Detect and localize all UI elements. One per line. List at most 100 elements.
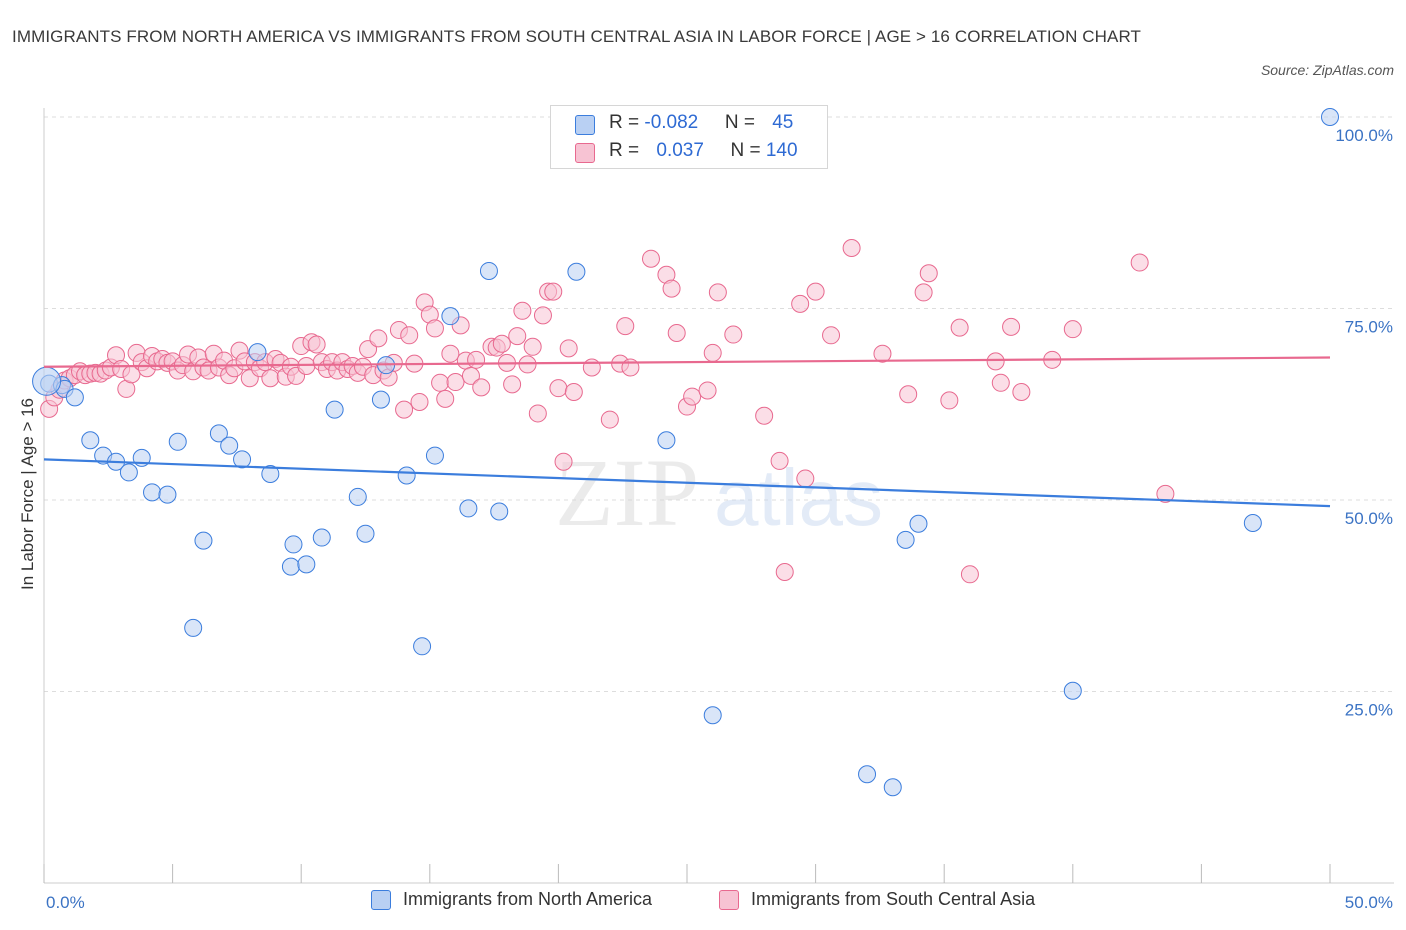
data-point [708,283,727,302]
data-point [858,765,877,784]
data-point [1130,253,1149,272]
data-point [523,337,542,356]
data-point [143,483,162,502]
data-point [991,373,1010,392]
data-point [248,343,267,362]
data-point [559,339,578,358]
data-point [567,262,586,281]
data-point [503,375,522,394]
data-point [490,502,509,521]
data-point [909,514,928,533]
data-point [657,431,676,450]
data-point [441,344,460,363]
data-point [233,450,252,469]
data-point [194,531,213,550]
data-point [549,379,568,398]
data-point [822,326,841,345]
data-point [616,317,635,336]
data-point [986,352,1005,371]
trend-lines [43,356,1331,508]
data-point [119,463,138,482]
data-point [600,410,619,429]
legend-n-value: 140 [765,140,798,161]
data-point [168,432,187,451]
data-point-cluster [32,366,62,396]
legend-n-label: N = [730,140,766,161]
data-point [919,264,938,283]
data-point [459,499,478,518]
data-point [65,388,84,407]
data-point [220,436,239,455]
data-point [158,485,177,504]
legend-swatch-pink [719,890,739,910]
y-tick-label: 50.0% [1345,509,1393,528]
data-point [1063,681,1082,700]
data-point [662,279,681,298]
data-point [1063,320,1082,339]
data-point [703,706,722,725]
data-point [281,557,300,576]
tick-labels: 100.0% 75.0% 50.0% 25.0% 0.0% 50.0% [46,126,1393,912]
data-point [796,469,815,488]
data-point [479,261,498,280]
data-point [371,390,390,409]
legend-swatch-blue [575,115,595,135]
data-point [940,391,959,410]
data-point [369,329,388,348]
data-point [544,282,563,301]
x-tick-label: 50.0% [1345,893,1393,912]
data-point [81,431,100,450]
legend-label: Immigrants from South Central Asia [751,889,1036,909]
data-point [261,369,280,388]
data-point [410,392,429,411]
data-point [703,343,722,362]
series-north-america [32,108,1339,797]
data-point [806,282,825,301]
data-point [492,334,511,353]
data-point [667,324,686,343]
watermark-atlas: atlas [714,453,883,542]
legend-r-label: R = [609,140,645,161]
data-point [395,400,414,419]
x-tick-label: 0.0% [46,893,85,912]
data-point [896,530,915,549]
y-tick-label: 25.0% [1345,701,1393,720]
data-point [312,528,331,547]
chart-title: IMMIGRANTS FROM NORTH AMERICA VS IMMIGRA… [12,27,1142,46]
data-point [883,778,902,797]
data-point [461,366,480,385]
data-point [914,283,933,302]
legend-swatch-pink [575,143,595,163]
data-point [960,565,979,584]
legend-n-value: 45 [772,112,794,133]
data-point [436,389,455,408]
legend-r-value: -0.082 [644,112,699,133]
data-point [425,446,444,465]
data-point [775,563,794,582]
watermark: ZIP atlas [555,439,883,546]
axes [43,108,1394,884]
data-point [1243,513,1262,532]
data-point [284,535,303,554]
data-point [472,378,491,397]
data-point [554,452,573,471]
data-point [842,238,861,257]
trend-line-south-central-asia [43,356,1331,368]
series-legend: Immigrants from North America Immigrants… [0,888,1406,918]
legend-r-value: 0.037 [656,140,704,161]
data-point [724,325,743,344]
data-point [209,424,228,443]
data-point [1002,317,1021,336]
y-tick-label: 100.0% [1335,126,1393,145]
data-point [397,466,416,485]
data-point [297,555,316,574]
watermark-zip: ZIP [555,439,699,546]
trend-line-north-america [43,458,1331,508]
data-point [400,326,419,345]
data-point [1321,108,1339,126]
data-point [441,307,460,326]
data-point [325,400,344,419]
data-point [425,319,444,338]
source-label: Source: ZipAtlas.com [1260,62,1394,78]
